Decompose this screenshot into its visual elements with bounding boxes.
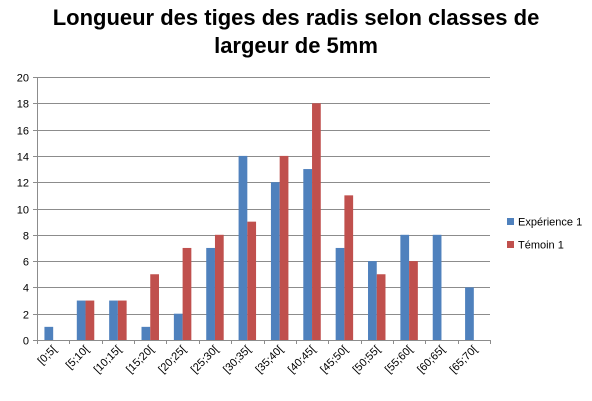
bar-temoin-1 (312, 103, 321, 340)
x-tick-label: [15;20[ (124, 344, 156, 376)
bar-temoin-1 (85, 300, 95, 340)
bar-experience-1 (335, 247, 345, 340)
y-tick-label: 14 (17, 152, 29, 164)
bar-experience-1 (141, 326, 151, 340)
x-tick-label: [40;45[ (286, 344, 318, 376)
bar-experience-1 (44, 326, 54, 340)
bar-experience-1 (400, 234, 410, 340)
y-tick-label: 2 (23, 310, 29, 322)
y-tick-label: 20 (17, 73, 29, 85)
legend-swatch (507, 218, 514, 225)
bar-temoin-1 (409, 261, 418, 340)
y-tick-label: 12 (17, 178, 29, 190)
y-tick-label: 10 (17, 205, 29, 217)
x-tick-label: [45;50[ (318, 344, 350, 376)
x-tick-label: [65;70[ (448, 344, 480, 376)
bar-experience-1 (173, 313, 183, 340)
bar-temoin-1 (344, 195, 354, 340)
bar-experience-1 (432, 234, 442, 340)
bar-temoin-1 (117, 300, 127, 340)
legend-label: Témoin 1 (518, 240, 564, 252)
bar-experience-1 (238, 155, 248, 340)
legend-label: Expérience 1 (518, 217, 582, 229)
x-tick-label: [55;60[ (383, 344, 415, 376)
x-tick-label: [35;40[ (254, 344, 286, 376)
bar-experience-1 (76, 300, 86, 340)
bar-experience-1 (206, 247, 215, 340)
bar-temoin-1 (214, 234, 224, 340)
x-tick-label: [50;55[ (351, 344, 383, 376)
x-tick-label: [30;35[ (221, 344, 253, 376)
y-tick-label: 0 (23, 336, 29, 348)
chart-title-line-1: Longueur des tiges des radis selon class… (53, 5, 540, 30)
bar-temoin-1 (247, 221, 257, 340)
y-tick-label: 18 (17, 99, 29, 111)
legend-swatch (507, 241, 514, 248)
bars (44, 103, 474, 340)
x-tick-label: [5;10[ (64, 344, 92, 372)
bar-temoin-1 (279, 155, 289, 340)
legend: Expérience 1 Témoin 1 (507, 217, 582, 252)
y-tick-label: 16 (17, 126, 29, 138)
y-tick-label: 8 (23, 231, 29, 243)
bar-experience-1 (270, 182, 280, 340)
x-tick-label: [10;15[ (92, 344, 124, 376)
y-tick-label: 6 (23, 257, 29, 269)
y-tick-label: 4 (23, 283, 29, 295)
bar-temoin-1 (182, 247, 192, 340)
x-tick-label: [0;5[ (36, 344, 60, 368)
x-tick-label: [25;30[ (189, 344, 221, 376)
chart-title-line-2: largeur de 5mm (214, 33, 378, 58)
bar-temoin-1 (376, 274, 386, 340)
bar-temoin-1 (150, 274, 159, 340)
gridlines (37, 77, 490, 341)
bar-experience-1 (465, 287, 474, 340)
bar-experience-1 (368, 261, 377, 340)
bar-experience-1 (109, 300, 118, 340)
x-tick-label: [60;65[ (415, 344, 447, 376)
x-tick-label: [20;25[ (156, 344, 188, 376)
bar-experience-1 (303, 169, 313, 340)
